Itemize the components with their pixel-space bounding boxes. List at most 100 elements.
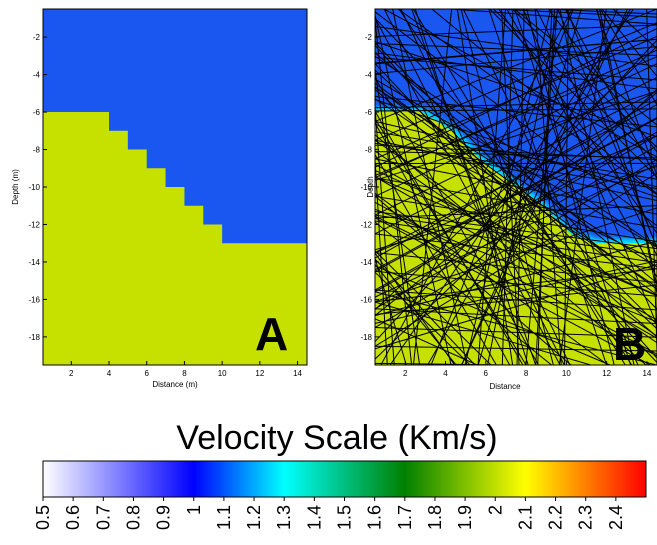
colorbar-title: Velocity Scale (Km/s) [176,419,497,457]
ray-path [534,9,562,365]
ray-path [375,159,657,328]
ray-path [375,139,657,201]
ray-path [564,9,657,179]
y-tick-label: -6 [365,108,373,117]
panel-a-x-label: Distance (m) [152,380,198,389]
ray-path [375,134,647,365]
colorbar-tick-label: 1.7 [395,505,415,530]
ray-path [375,252,657,284]
x-tick-label: 4 [107,369,112,378]
ray-path [375,207,657,303]
ray-path [375,52,657,284]
colorbar-tick-label: 1.8 [425,505,445,530]
ray-path [375,195,657,243]
y-tick-label: -6 [33,108,41,117]
ray-path [375,221,552,365]
colorbar-tick-label: 1.3 [274,505,294,530]
colorbar-tick-label: 0.8 [123,505,143,530]
colorbar-tick-label: 0.7 [93,505,113,530]
ray-path [375,270,657,297]
colorbar-ticks: 0.5 0.6 0.7 0.8 0.9 1 1.1 1.2 1.3 1.4 1.5 1.6 1.7 1.8… [33,497,626,530]
ray-path [375,318,478,365]
panel-a-y-label: Depth (m) [11,169,20,205]
colorbar-tick-label: 1 [184,505,204,515]
colorbar-tick-label: 2.4 [606,505,626,530]
colorbar-tick-label: 1.2 [244,505,264,530]
x-tick-label: 6 [144,369,149,378]
ray-path [511,9,657,148]
panel-a-letter: A [255,308,288,360]
ray-path [601,9,657,77]
ray-path [375,45,657,310]
ray-path [375,211,657,250]
panel-b-letter: B [613,318,646,370]
colorbar-tick-label: 0.5 [33,505,53,530]
ray-path [375,271,471,365]
ray-path [375,172,657,347]
ray-path [375,17,561,365]
x-tick-label: 12 [602,369,611,378]
ray-path [375,117,657,271]
colorbar-tick-label: 2.1 [515,505,535,530]
y-tick-label: -2 [33,33,41,42]
ray-path [375,291,657,365]
ray-path [375,63,657,197]
ray-path [414,9,529,365]
ray-path [496,9,657,18]
colorbar-tick-label: 2.3 [576,505,596,530]
colorbar [42,460,647,498]
colorbar-tick-label: 1.6 [365,505,385,530]
x-tick-label: 12 [255,369,264,378]
y-tick-label: -16 [28,295,40,304]
ray-path [375,268,657,303]
y-tick-label: -12 [360,220,372,229]
ray-path [375,177,657,229]
ray-path [375,95,657,128]
colorbar-tick-label: 1.9 [455,505,475,530]
ray-path [375,42,657,57]
ray-path [375,104,657,254]
ray-path [375,159,388,365]
y-tick-label: -10 [28,183,40,192]
panel-b-x-label: Distance [489,382,521,391]
ray-path [383,9,565,365]
ray-path [514,9,632,365]
y-tick-label: -16 [360,295,372,304]
y-tick-label: -10 [360,183,372,192]
ray-path [646,9,657,352]
ray-path [375,35,657,160]
x-tick-label: 8 [182,369,187,378]
ray-path [397,9,657,196]
colorbar-tick-label: 2.2 [546,505,566,530]
ray-path [375,89,657,338]
ray-path [375,217,651,365]
ray-path [375,166,657,251]
x-tick-label: 4 [443,369,448,378]
ray-path [375,193,609,365]
colorbar-tick-label: 1.5 [335,505,355,530]
ray-path [427,9,631,365]
ray-path [375,45,657,359]
y-tick-label: -4 [33,71,41,80]
ray-path [498,9,657,234]
ray-path [375,289,657,311]
ray-path [375,145,657,310]
colorbar-tick-label: 1.1 [214,505,234,530]
ray-path [375,41,657,138]
ray-path [375,17,657,310]
ray-path [375,158,657,215]
ray-path [456,9,514,365]
ray-path [375,131,657,291]
x-tick-label: 14 [642,369,651,378]
y-tick-label: -14 [360,258,372,267]
panel-a-lower-layer [43,112,307,365]
y-tick-label: -18 [360,333,372,342]
ray-path [375,308,657,325]
panel-b-ray-paths [375,9,657,365]
colorbar-tick-label: 0.9 [154,505,174,530]
y-tick-label: -2 [365,33,373,42]
ray-path [375,76,657,216]
ray-path [375,327,657,338]
ray-path [375,144,657,161]
